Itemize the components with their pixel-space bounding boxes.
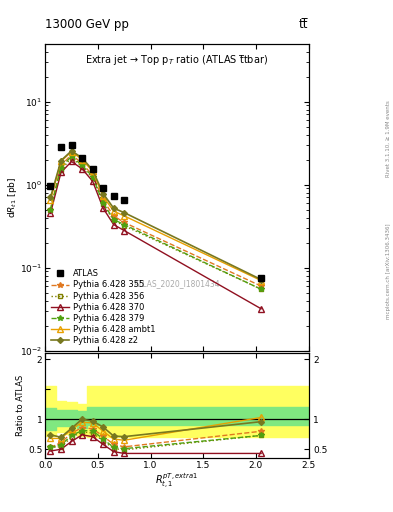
Y-axis label: Ratio to ATLAS: Ratio to ATLAS xyxy=(16,375,25,436)
X-axis label: $R_{t,1}^{pT,extra1}$: $R_{t,1}^{pT,extra1}$ xyxy=(155,472,198,490)
Text: 13000 GeV pp: 13000 GeV pp xyxy=(45,18,129,31)
Text: ATLAS_2020_I1801434: ATLAS_2020_I1801434 xyxy=(134,279,220,288)
Text: tt̅: tt̅ xyxy=(299,18,309,31)
Text: Extra jet → Top p$_T$ ratio (ATLAS t̅tbar): Extra jet → Top p$_T$ ratio (ATLAS t̅tba… xyxy=(85,53,268,67)
Text: Rivet 3.1.10, ≥ 1.9M events: Rivet 3.1.10, ≥ 1.9M events xyxy=(386,100,391,177)
Y-axis label: d$\sigma^{5d}$
d$R_{t1}$ [pb]: d$\sigma^{5d}$ d$R_{t1}$ [pb] xyxy=(0,177,19,218)
Legend: ATLAS, Pythia 6.428 355, Pythia 6.428 356, Pythia 6.428 370, Pythia 6.428 379, P: ATLAS, Pythia 6.428 355, Pythia 6.428 35… xyxy=(50,268,157,347)
Text: mcplots.cern.ch [arXiv:1306.3436]: mcplots.cern.ch [arXiv:1306.3436] xyxy=(386,224,391,319)
